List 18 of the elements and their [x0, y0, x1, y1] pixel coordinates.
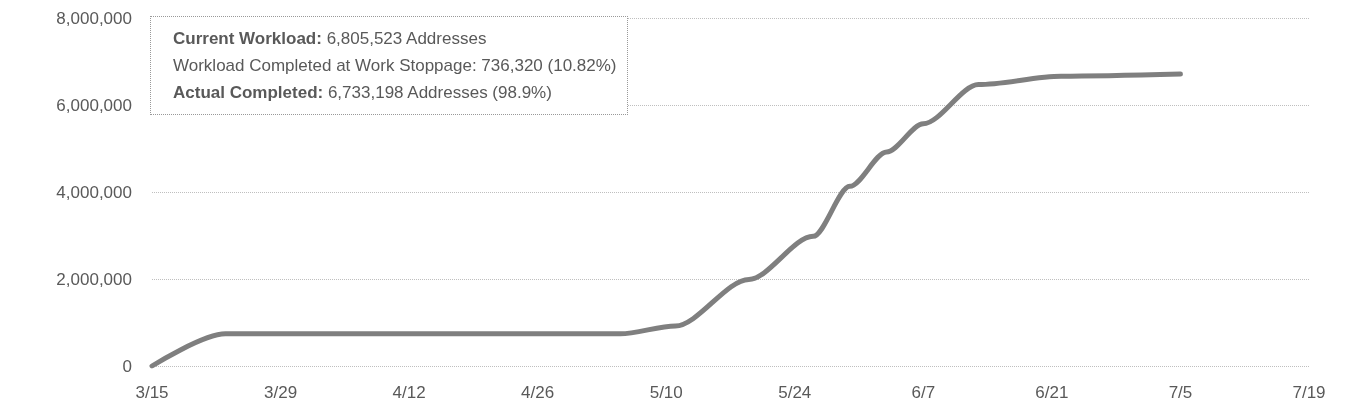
y-tick-label: 2,000,000: [56, 269, 132, 289]
x-tick-label: 7/5: [1168, 383, 1193, 402]
x-tick-label: 4/26: [521, 383, 555, 402]
x-tick-label: 3/29: [264, 383, 298, 402]
y-tick-label: 8,000,000: [56, 8, 132, 28]
y-tick-label: 6,000,000: [56, 95, 132, 115]
x-tick-label: 7/19: [1292, 383, 1326, 402]
y-tick-label: 0: [122, 356, 132, 376]
x-tick-label: 6/21: [1035, 383, 1069, 402]
x-tick-label: 6/7: [911, 383, 936, 402]
y-tick-label: 4,000,000: [56, 182, 132, 202]
annotation: Workload Completed at Work Stoppage: 736,320 (10.82%): [173, 55, 617, 77]
annotation: Actual Completed: 6,733,198 Addresses (98.9%): [173, 82, 553, 104]
annotation: Current Workload: 6,805,523 Addresses: [173, 28, 488, 50]
x-tick-label: 3/15: [135, 383, 169, 402]
x-tick-label: 5/10: [649, 383, 683, 402]
x-tick-label: 5/24: [778, 383, 812, 402]
x-tick-label: 4/12: [392, 383, 426, 402]
